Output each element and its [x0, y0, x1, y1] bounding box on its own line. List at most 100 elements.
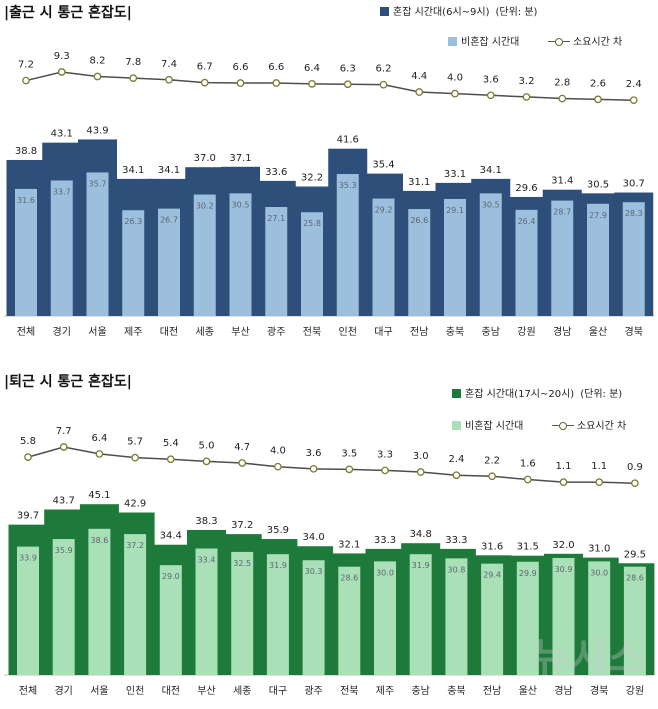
- unit-label: (단위: 분): [495, 7, 538, 18]
- bar-label-congested: 30.7: [623, 179, 645, 190]
- legend-label-diff: 소요시간 차: [573, 37, 623, 48]
- bar-label-noncongested: 30.3: [305, 567, 323, 576]
- diff-label: 3.6: [483, 74, 499, 85]
- bar-label-noncongested: 30.5: [232, 200, 250, 209]
- diff-label: 1.1: [591, 461, 607, 472]
- diff-point: [274, 462, 282, 471]
- diff-point: [165, 75, 173, 84]
- bar-label-noncongested: 29.0: [162, 572, 180, 581]
- category-tick-label: 경기: [54, 684, 72, 697]
- bar-label-congested: 33.3: [445, 535, 467, 546]
- chart-title: |출근 시 통근 혼잡도|: [4, 5, 132, 21]
- diff-point: [24, 453, 32, 461]
- diff-point: [166, 455, 175, 464]
- diff-label: 0.9: [627, 462, 643, 473]
- bar-label-noncongested: 28.6: [340, 574, 358, 583]
- bar-label-noncongested: 27.1: [267, 214, 285, 223]
- bar-label-noncongested: 31.6: [17, 196, 35, 205]
- legend-congested: 혼잡 시간대(6시~9시) (단위: 분): [380, 3, 537, 18]
- bar-label-noncongested: 30.5: [482, 200, 500, 209]
- bar-noncongested: [302, 560, 325, 675]
- bar-label-congested: 43.1: [51, 129, 73, 140]
- diff-label: 4.4: [411, 71, 427, 82]
- bar-label-noncongested: 28.7: [553, 208, 571, 217]
- bar-label-noncongested: 35.9: [55, 546, 73, 555]
- legend-label-congested: 혼잡 시간대(17시~20시): [465, 389, 575, 400]
- bar-noncongested: [551, 200, 574, 316]
- bar-noncongested: [374, 561, 396, 675]
- diff-point: [558, 94, 567, 103]
- legend-label-diff: 소요시간 차: [577, 421, 627, 432]
- bar-label-noncongested: 25.8: [303, 219, 321, 228]
- diff-label: 5.8: [20, 436, 36, 447]
- bar-noncongested: [231, 551, 254, 675]
- diff-label: 2.4: [626, 79, 642, 90]
- legend-diff: 소요시간 차: [548, 33, 622, 48]
- category-tick-label: 충남: [482, 326, 500, 338]
- diff-point: [595, 478, 604, 486]
- bar-label-congested: 31.6: [481, 541, 503, 552]
- bar-label-noncongested: 29.4: [483, 571, 501, 580]
- diff-point: [416, 468, 425, 476]
- category-tick-label: 충남: [411, 685, 429, 697]
- bar-label-congested: 32.0: [552, 540, 574, 551]
- bar-label-noncongested: 29.1: [446, 206, 464, 215]
- category-tick-label: 강원: [626, 685, 644, 697]
- category-tick-label: 세종: [196, 326, 214, 338]
- category-tick-label: 인천: [126, 685, 144, 697]
- bar-label-congested: 35.4: [372, 160, 394, 171]
- commute-evening-panel: |퇴근 시 통근 혼잡도| 혼잡 시간대(17시~20시) (단위: 분) 비혼잡…: [0, 357, 658, 709]
- bar-noncongested: [481, 563, 504, 675]
- legend-swatch-noncongested: [448, 37, 457, 46]
- diff-label: 3.5: [341, 448, 357, 459]
- category-tick-label: 대구: [269, 685, 287, 697]
- category-tick-label: 부산: [197, 685, 215, 697]
- legend-noncongested: 비혼잡 시간대: [448, 33, 519, 48]
- diff-point: [631, 479, 639, 488]
- bar-label-noncongested: 31.9: [269, 561, 287, 570]
- diff-point: [308, 79, 316, 88]
- bar-noncongested: [372, 198, 395, 316]
- diff-label: 2.6: [590, 78, 606, 89]
- legend-swatch-congested: [380, 7, 389, 16]
- bar-label-noncongested: 27.9: [589, 211, 607, 220]
- bar-noncongested: [88, 528, 111, 675]
- bar-label-noncongested: 35.7: [89, 179, 107, 188]
- bar-label-noncongested: 30.8: [447, 565, 465, 574]
- diff-point: [345, 465, 354, 474]
- bar-label-congested: 31.1: [408, 177, 430, 188]
- diff-point: [415, 88, 424, 96]
- commute-evening-chart: 39.7 33.9 전체 43.7 35.9 경기 45.1 38.6 서울 42.9 37.2 인천…: [4, 426, 655, 697]
- bar-noncongested: [229, 193, 252, 316]
- diff-point: [522, 93, 531, 101]
- diff-label: 2.2: [484, 455, 500, 466]
- legend-label-noncongested: 비혼잡 시간대: [465, 421, 524, 432]
- category-tick-label: 경남: [554, 684, 572, 697]
- diff-label: 5.0: [199, 440, 215, 451]
- unit-label: (단위: 분): [580, 389, 623, 400]
- diff-point: [59, 443, 68, 451]
- bar-label-congested: 42.9: [124, 499, 146, 510]
- diff-label: 6.2: [376, 64, 392, 75]
- category-tick-label: 울산: [589, 326, 607, 338]
- category-tick-label: 제주: [124, 326, 142, 338]
- bar-label-congested: 45.1: [88, 490, 110, 501]
- category-tick-label: 전체: [19, 685, 37, 697]
- bar-noncongested: [266, 554, 289, 675]
- diff-series-line: [27, 446, 635, 484]
- diff-label: 7.4: [161, 59, 177, 70]
- bar-label-congested: 32.1: [338, 539, 360, 550]
- bar-label-noncongested: 26.6: [410, 216, 428, 225]
- bar-noncongested: [587, 203, 609, 316]
- diff-point: [559, 478, 568, 486]
- diff-point: [309, 464, 318, 473]
- diff-label: 9.3: [54, 51, 70, 62]
- diff-point: [95, 450, 104, 458]
- bar-noncongested: [515, 209, 538, 316]
- bar-label-congested: 34.4: [160, 531, 182, 542]
- bar-label-congested: 29.5: [624, 549, 646, 560]
- bar-label-congested: 31.0: [588, 544, 610, 555]
- diff-point: [200, 78, 209, 87]
- bar-label-congested: 34.1: [480, 165, 502, 176]
- diff-point: [131, 453, 139, 462]
